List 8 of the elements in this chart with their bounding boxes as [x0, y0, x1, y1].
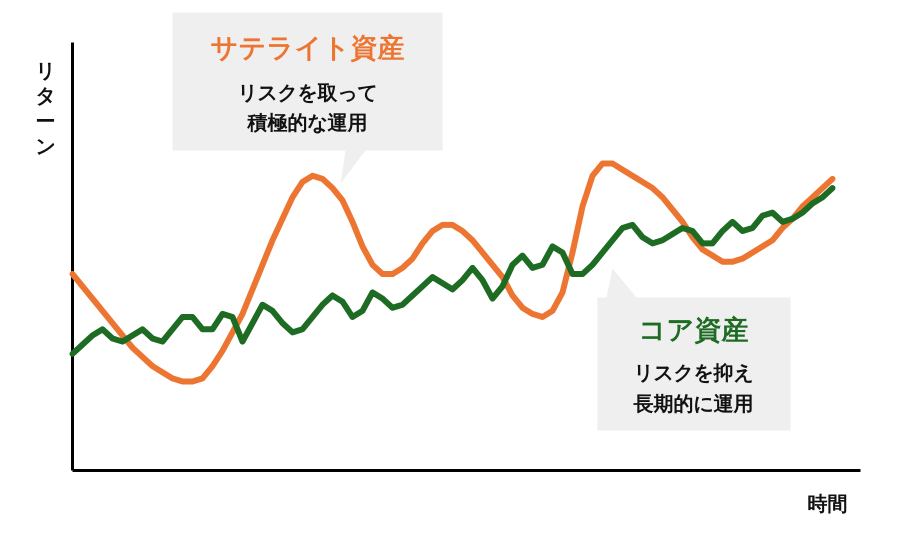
annotation: 長期的に運用: [632, 392, 754, 416]
y-axis-title: リターン: [36, 58, 56, 158]
text: コア資産: [638, 315, 748, 346]
text: サテライト資産: [210, 33, 404, 64]
x-axis-title: 時間: [808, 492, 848, 516]
text: 積極的な運用: [246, 110, 368, 134]
text: リスクを取って: [238, 80, 378, 104]
annotation: リスクを抑え: [634, 360, 754, 384]
